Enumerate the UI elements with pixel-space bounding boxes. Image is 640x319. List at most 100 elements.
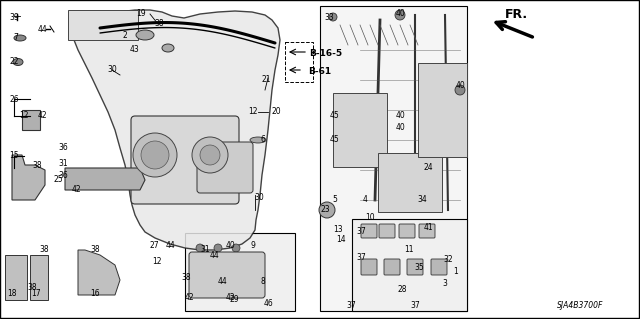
Bar	[285, 42, 313, 82]
Text: 22: 22	[9, 57, 19, 66]
Text: 43: 43	[130, 44, 140, 54]
Text: 24: 24	[423, 164, 433, 173]
Text: 38: 38	[27, 283, 37, 292]
Circle shape	[232, 244, 240, 252]
Bar	[68, 10, 138, 40]
Text: 8: 8	[260, 277, 266, 286]
Bar	[5, 255, 27, 300]
FancyBboxPatch shape	[361, 224, 377, 238]
Text: 42: 42	[71, 186, 81, 195]
Text: 45: 45	[330, 110, 340, 120]
Text: 21: 21	[261, 76, 271, 85]
Text: 30: 30	[107, 65, 117, 75]
Text: 4: 4	[363, 196, 367, 204]
Text: 14: 14	[336, 234, 346, 243]
Text: 46: 46	[264, 299, 274, 308]
Text: 7: 7	[13, 33, 19, 42]
Text: 10: 10	[365, 212, 375, 221]
Text: 34: 34	[417, 196, 427, 204]
Polygon shape	[65, 168, 145, 190]
Circle shape	[141, 141, 169, 169]
Text: 13: 13	[333, 225, 343, 234]
Text: 35: 35	[414, 263, 424, 272]
Text: 15: 15	[9, 152, 19, 160]
Text: 32: 32	[443, 255, 453, 263]
Text: 38: 38	[154, 19, 164, 28]
Text: 12: 12	[152, 257, 162, 266]
Polygon shape	[78, 250, 120, 295]
Text: 37: 37	[410, 301, 420, 310]
FancyBboxPatch shape	[384, 259, 400, 275]
Text: B-61: B-61	[308, 68, 332, 77]
Text: 38: 38	[181, 272, 191, 281]
Circle shape	[319, 202, 335, 218]
Text: 40: 40	[395, 9, 405, 18]
FancyBboxPatch shape	[197, 142, 253, 193]
Text: 45: 45	[330, 136, 340, 145]
Text: 38: 38	[32, 161, 42, 170]
FancyBboxPatch shape	[131, 116, 239, 204]
Text: 40: 40	[395, 110, 405, 120]
Text: 42: 42	[37, 112, 47, 121]
Text: 31: 31	[200, 244, 210, 254]
Text: 36: 36	[58, 170, 68, 180]
Text: 39: 39	[9, 13, 19, 23]
Text: 37: 37	[346, 301, 356, 310]
Text: 40: 40	[455, 81, 465, 91]
Text: 44: 44	[217, 277, 227, 286]
Text: 26: 26	[9, 94, 19, 103]
Circle shape	[196, 244, 204, 252]
Ellipse shape	[162, 44, 174, 52]
FancyBboxPatch shape	[407, 259, 423, 275]
Circle shape	[329, 13, 337, 21]
Text: 6: 6	[260, 136, 266, 145]
Text: 44: 44	[165, 241, 175, 250]
FancyBboxPatch shape	[189, 252, 265, 298]
Text: 40: 40	[225, 241, 235, 250]
Text: 38: 38	[39, 244, 49, 254]
Text: 42: 42	[225, 293, 235, 301]
Text: 12: 12	[19, 112, 29, 121]
Text: 23: 23	[320, 204, 330, 213]
Polygon shape	[22, 110, 40, 130]
Text: 5: 5	[333, 196, 337, 204]
Ellipse shape	[14, 35, 26, 41]
Text: 31: 31	[58, 159, 68, 167]
Circle shape	[455, 85, 465, 95]
FancyBboxPatch shape	[419, 224, 435, 238]
FancyBboxPatch shape	[333, 93, 387, 167]
Text: 27: 27	[149, 241, 159, 250]
Circle shape	[214, 244, 222, 252]
Text: 12: 12	[248, 108, 258, 116]
Text: 29: 29	[229, 295, 239, 305]
Text: 38: 38	[90, 244, 100, 254]
Ellipse shape	[250, 137, 266, 143]
Text: 37: 37	[356, 254, 366, 263]
Polygon shape	[12, 155, 45, 200]
Text: 42: 42	[184, 293, 194, 301]
Text: 36: 36	[58, 144, 68, 152]
Text: SJA4B3700F: SJA4B3700F	[557, 301, 603, 310]
Text: 33: 33	[324, 12, 334, 21]
Text: B-16-5: B-16-5	[309, 48, 342, 57]
Text: 37: 37	[356, 227, 366, 236]
Bar	[352, 219, 467, 311]
FancyBboxPatch shape	[399, 224, 415, 238]
Text: 1: 1	[454, 268, 458, 277]
Bar	[185, 233, 295, 311]
Text: 40: 40	[395, 123, 405, 132]
Text: 11: 11	[404, 246, 413, 255]
Text: FR.: FR.	[505, 9, 528, 21]
Polygon shape	[72, 10, 280, 250]
FancyBboxPatch shape	[418, 63, 467, 157]
Bar	[30, 255, 48, 300]
Ellipse shape	[136, 30, 154, 40]
Text: 2: 2	[123, 31, 127, 40]
Bar	[320, 6, 467, 311]
Text: 17: 17	[31, 290, 41, 299]
Text: 25: 25	[53, 175, 63, 184]
Text: 19: 19	[136, 10, 146, 19]
Circle shape	[200, 145, 220, 165]
Text: 16: 16	[90, 288, 100, 298]
Circle shape	[395, 10, 405, 20]
